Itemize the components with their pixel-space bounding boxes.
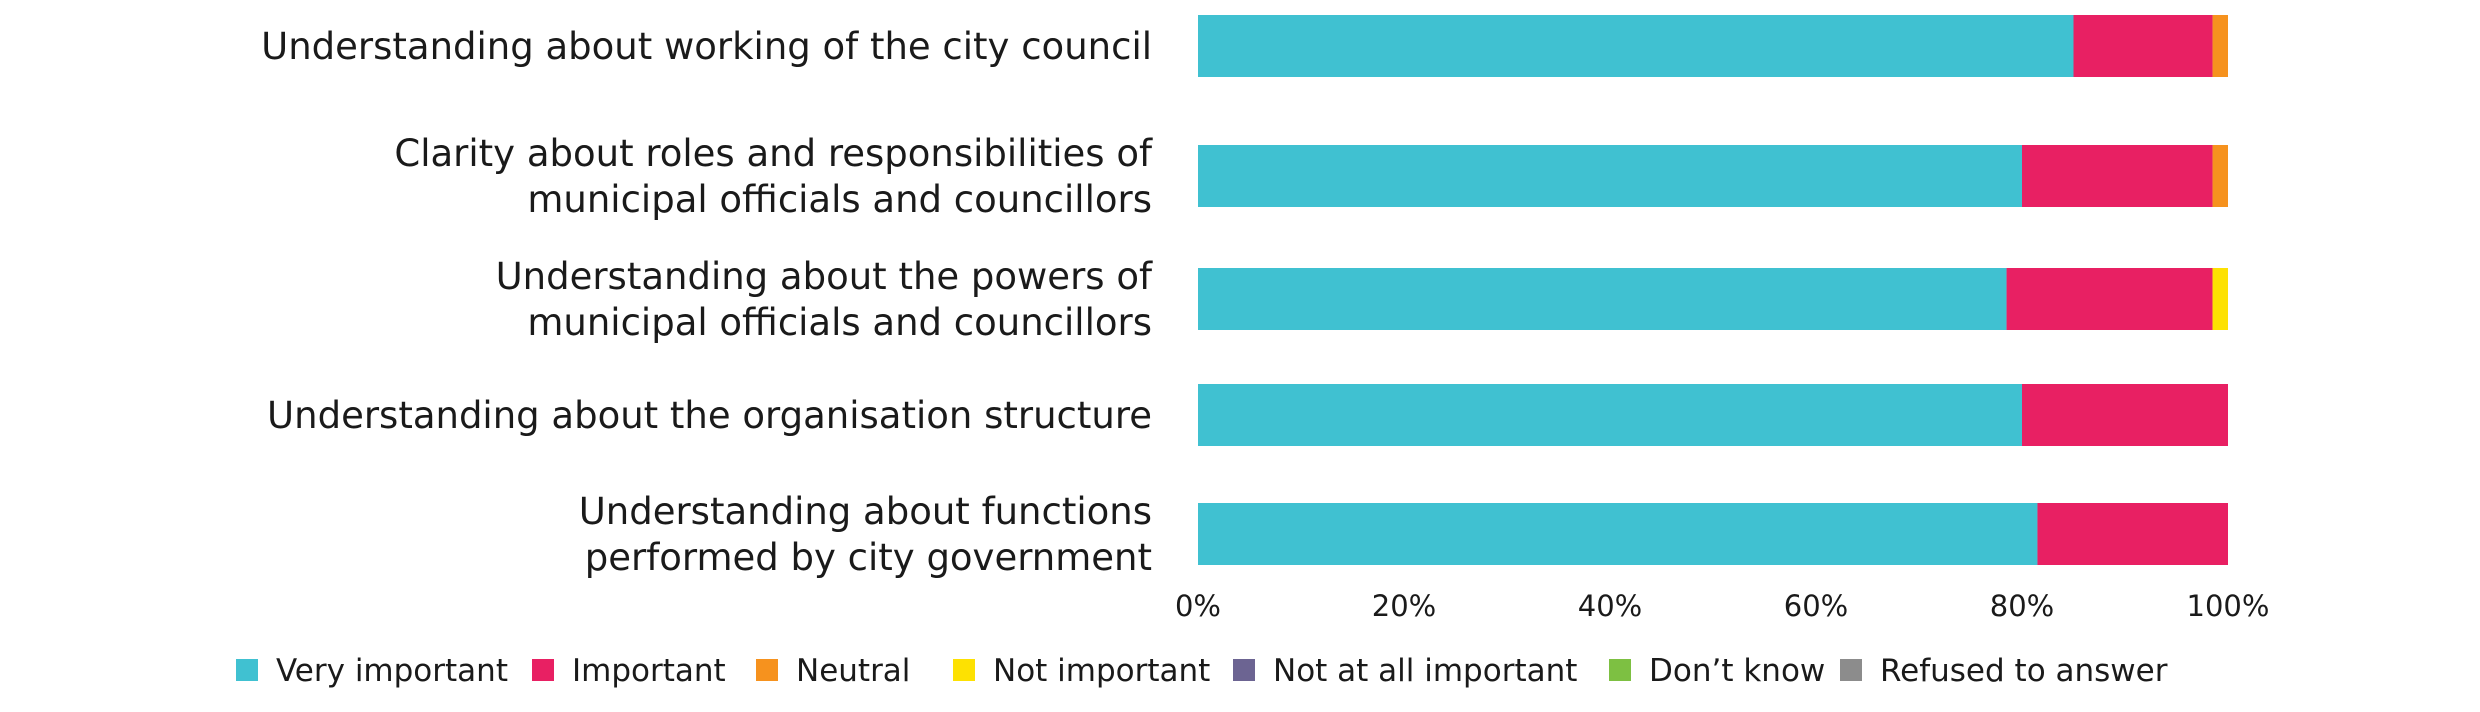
- bars: [1198, 15, 2228, 565]
- category-label: Understanding about functions: [579, 490, 1152, 533]
- category-label: Understanding about working of the city …: [261, 25, 1152, 68]
- bar-segment: [2037, 503, 2228, 565]
- x-tick-label: 20%: [1372, 589, 1436, 623]
- x-axis: 0% 20% 40% 60% 80% 100%: [1175, 589, 2269, 623]
- category-label: Understanding about the powers of: [496, 255, 1153, 298]
- legend-swatch: [532, 659, 554, 681]
- legend-label: Very important: [276, 653, 508, 689]
- legend: Very important Important Neutral Not import…: [236, 653, 2168, 689]
- category-label: municipal officials and councillors: [527, 178, 1152, 221]
- bar-segment: [1198, 145, 2022, 207]
- legend-label: Not important: [993, 653, 1210, 689]
- legend-swatch: [756, 659, 778, 681]
- legend-swatch: [953, 659, 975, 681]
- bar-segment: [2212, 145, 2228, 207]
- legend-label: Refused to answer: [1880, 653, 2168, 689]
- bar-segment: [1198, 384, 2022, 446]
- legend-swatch: [1233, 659, 1255, 681]
- category-label: Clarity about roles and responsibilities…: [394, 132, 1153, 175]
- legend-swatch: [236, 659, 258, 681]
- bar-segment: [2212, 15, 2228, 77]
- bar-segment: [2022, 145, 2213, 207]
- x-tick-label: 40%: [1578, 589, 1642, 623]
- bar-segment: [2073, 15, 2213, 77]
- category-label: Understanding about the organisation str…: [267, 394, 1152, 437]
- x-tick-label: 60%: [1784, 589, 1848, 623]
- legend-label: Not at all important: [1273, 653, 1577, 689]
- legend-swatch: [1840, 659, 1862, 681]
- bar-segment: [1198, 15, 2074, 77]
- bar-segment: [2006, 268, 2213, 330]
- bar-segment: [2212, 268, 2228, 330]
- x-tick-label: 100%: [2187, 589, 2270, 623]
- legend-swatch: [1609, 659, 1631, 681]
- bar-segment: [1198, 503, 2038, 565]
- category-label: municipal officials and councillors: [527, 301, 1152, 344]
- legend-label: Neutral: [796, 653, 910, 689]
- legend-label: Don’t know: [1649, 653, 1825, 689]
- legend-label: Important: [572, 653, 726, 689]
- category-labels: Understanding about working of the city …: [261, 25, 1153, 579]
- x-tick-label: 80%: [1990, 589, 2054, 623]
- x-tick-label: 0%: [1175, 589, 1221, 623]
- category-label: performed by city government: [585, 536, 1152, 579]
- bar-segment: [1198, 268, 2007, 330]
- bar-segment: [2022, 384, 2228, 446]
